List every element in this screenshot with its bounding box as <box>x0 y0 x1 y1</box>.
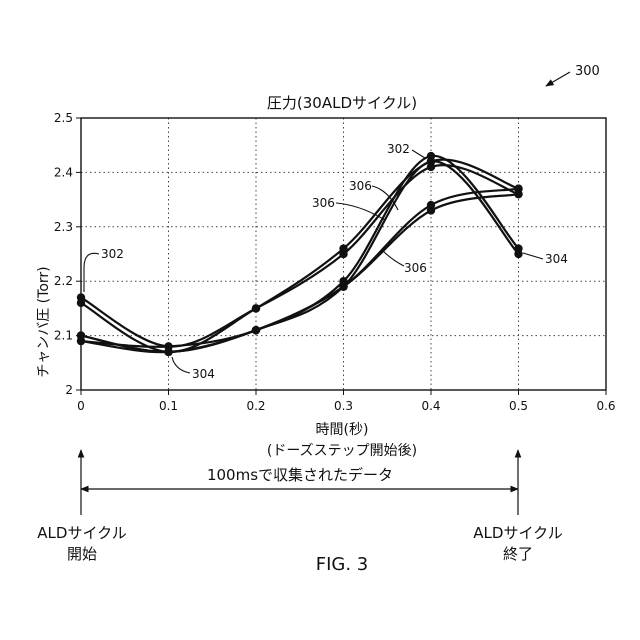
x-tick-label: 0.3 <box>334 399 353 413</box>
data-point <box>252 304 260 312</box>
data-point <box>77 337 85 345</box>
series-line-4 <box>81 156 519 347</box>
y-tick-label: 2.5 <box>54 111 73 125</box>
end-label-line-2: 終了 <box>503 545 533 563</box>
data-point <box>514 190 522 198</box>
y-tick-label: 2.3 <box>54 220 73 234</box>
end-label-line-1: ALDサイクル <box>473 524 562 542</box>
series-line-2 <box>81 165 519 346</box>
data-point <box>339 282 347 290</box>
data-point <box>514 244 522 252</box>
series-line-1 <box>81 160 519 352</box>
annotation-label: 304 <box>545 252 568 266</box>
annotation-leader <box>523 253 543 259</box>
y-tick-label: 2.4 <box>54 165 73 179</box>
annotation-leader <box>84 253 99 292</box>
y-tick-label: 2.2 <box>54 274 73 288</box>
annotation-leader <box>172 357 190 373</box>
x-tick-label: 0 <box>77 399 85 413</box>
data-point <box>427 152 435 160</box>
x-tick-label: 0.2 <box>246 399 265 413</box>
y-tick-label: 2.1 <box>54 329 73 343</box>
x-axis-label-line-1: 時間(秒) <box>316 422 369 438</box>
annotation-leader <box>412 150 425 158</box>
annotation-label: 306 <box>312 196 335 210</box>
x-tick-label: 0.4 <box>421 399 440 413</box>
series-line-3 <box>81 161 519 352</box>
annotation-label: 306 <box>349 179 372 193</box>
start-label-line-1: ALDサイクル <box>37 524 126 542</box>
series-line-6 <box>81 194 519 352</box>
span-label: 100msで収集されたデータ <box>207 466 393 484</box>
series-line-5 <box>81 189 519 352</box>
ref-numeral-300: 300 <box>575 64 600 79</box>
annotation-label: 302 <box>101 247 124 261</box>
data-point <box>427 206 435 214</box>
data-point <box>252 326 260 334</box>
x-tick-label: 0.5 <box>509 399 528 413</box>
x-tick-label: 0.1 <box>159 399 178 413</box>
figure-label: FIG. 3 <box>316 554 369 575</box>
chart-title: 圧力(30ALDサイクル) <box>267 94 417 112</box>
x-axis-label-line-2: (ドーズステップ開始後) <box>267 443 417 459</box>
ref-numeral-arrow <box>546 72 570 86</box>
y-axis-label: チャンバ圧 (Torr) <box>36 266 52 377</box>
x-tick-label: 0.6 <box>596 399 615 413</box>
annotation-label: 306 <box>404 261 427 275</box>
y-tick-label: 2 <box>65 383 73 397</box>
data-point <box>339 250 347 258</box>
start-label-line-2: 開始 <box>67 545 97 563</box>
annotation-label: 304 <box>192 367 215 381</box>
data-point <box>164 348 172 356</box>
data-series <box>77 152 523 356</box>
data-point <box>77 293 85 301</box>
annotation-leader <box>382 250 404 266</box>
annotation-label: 302 <box>387 142 410 156</box>
